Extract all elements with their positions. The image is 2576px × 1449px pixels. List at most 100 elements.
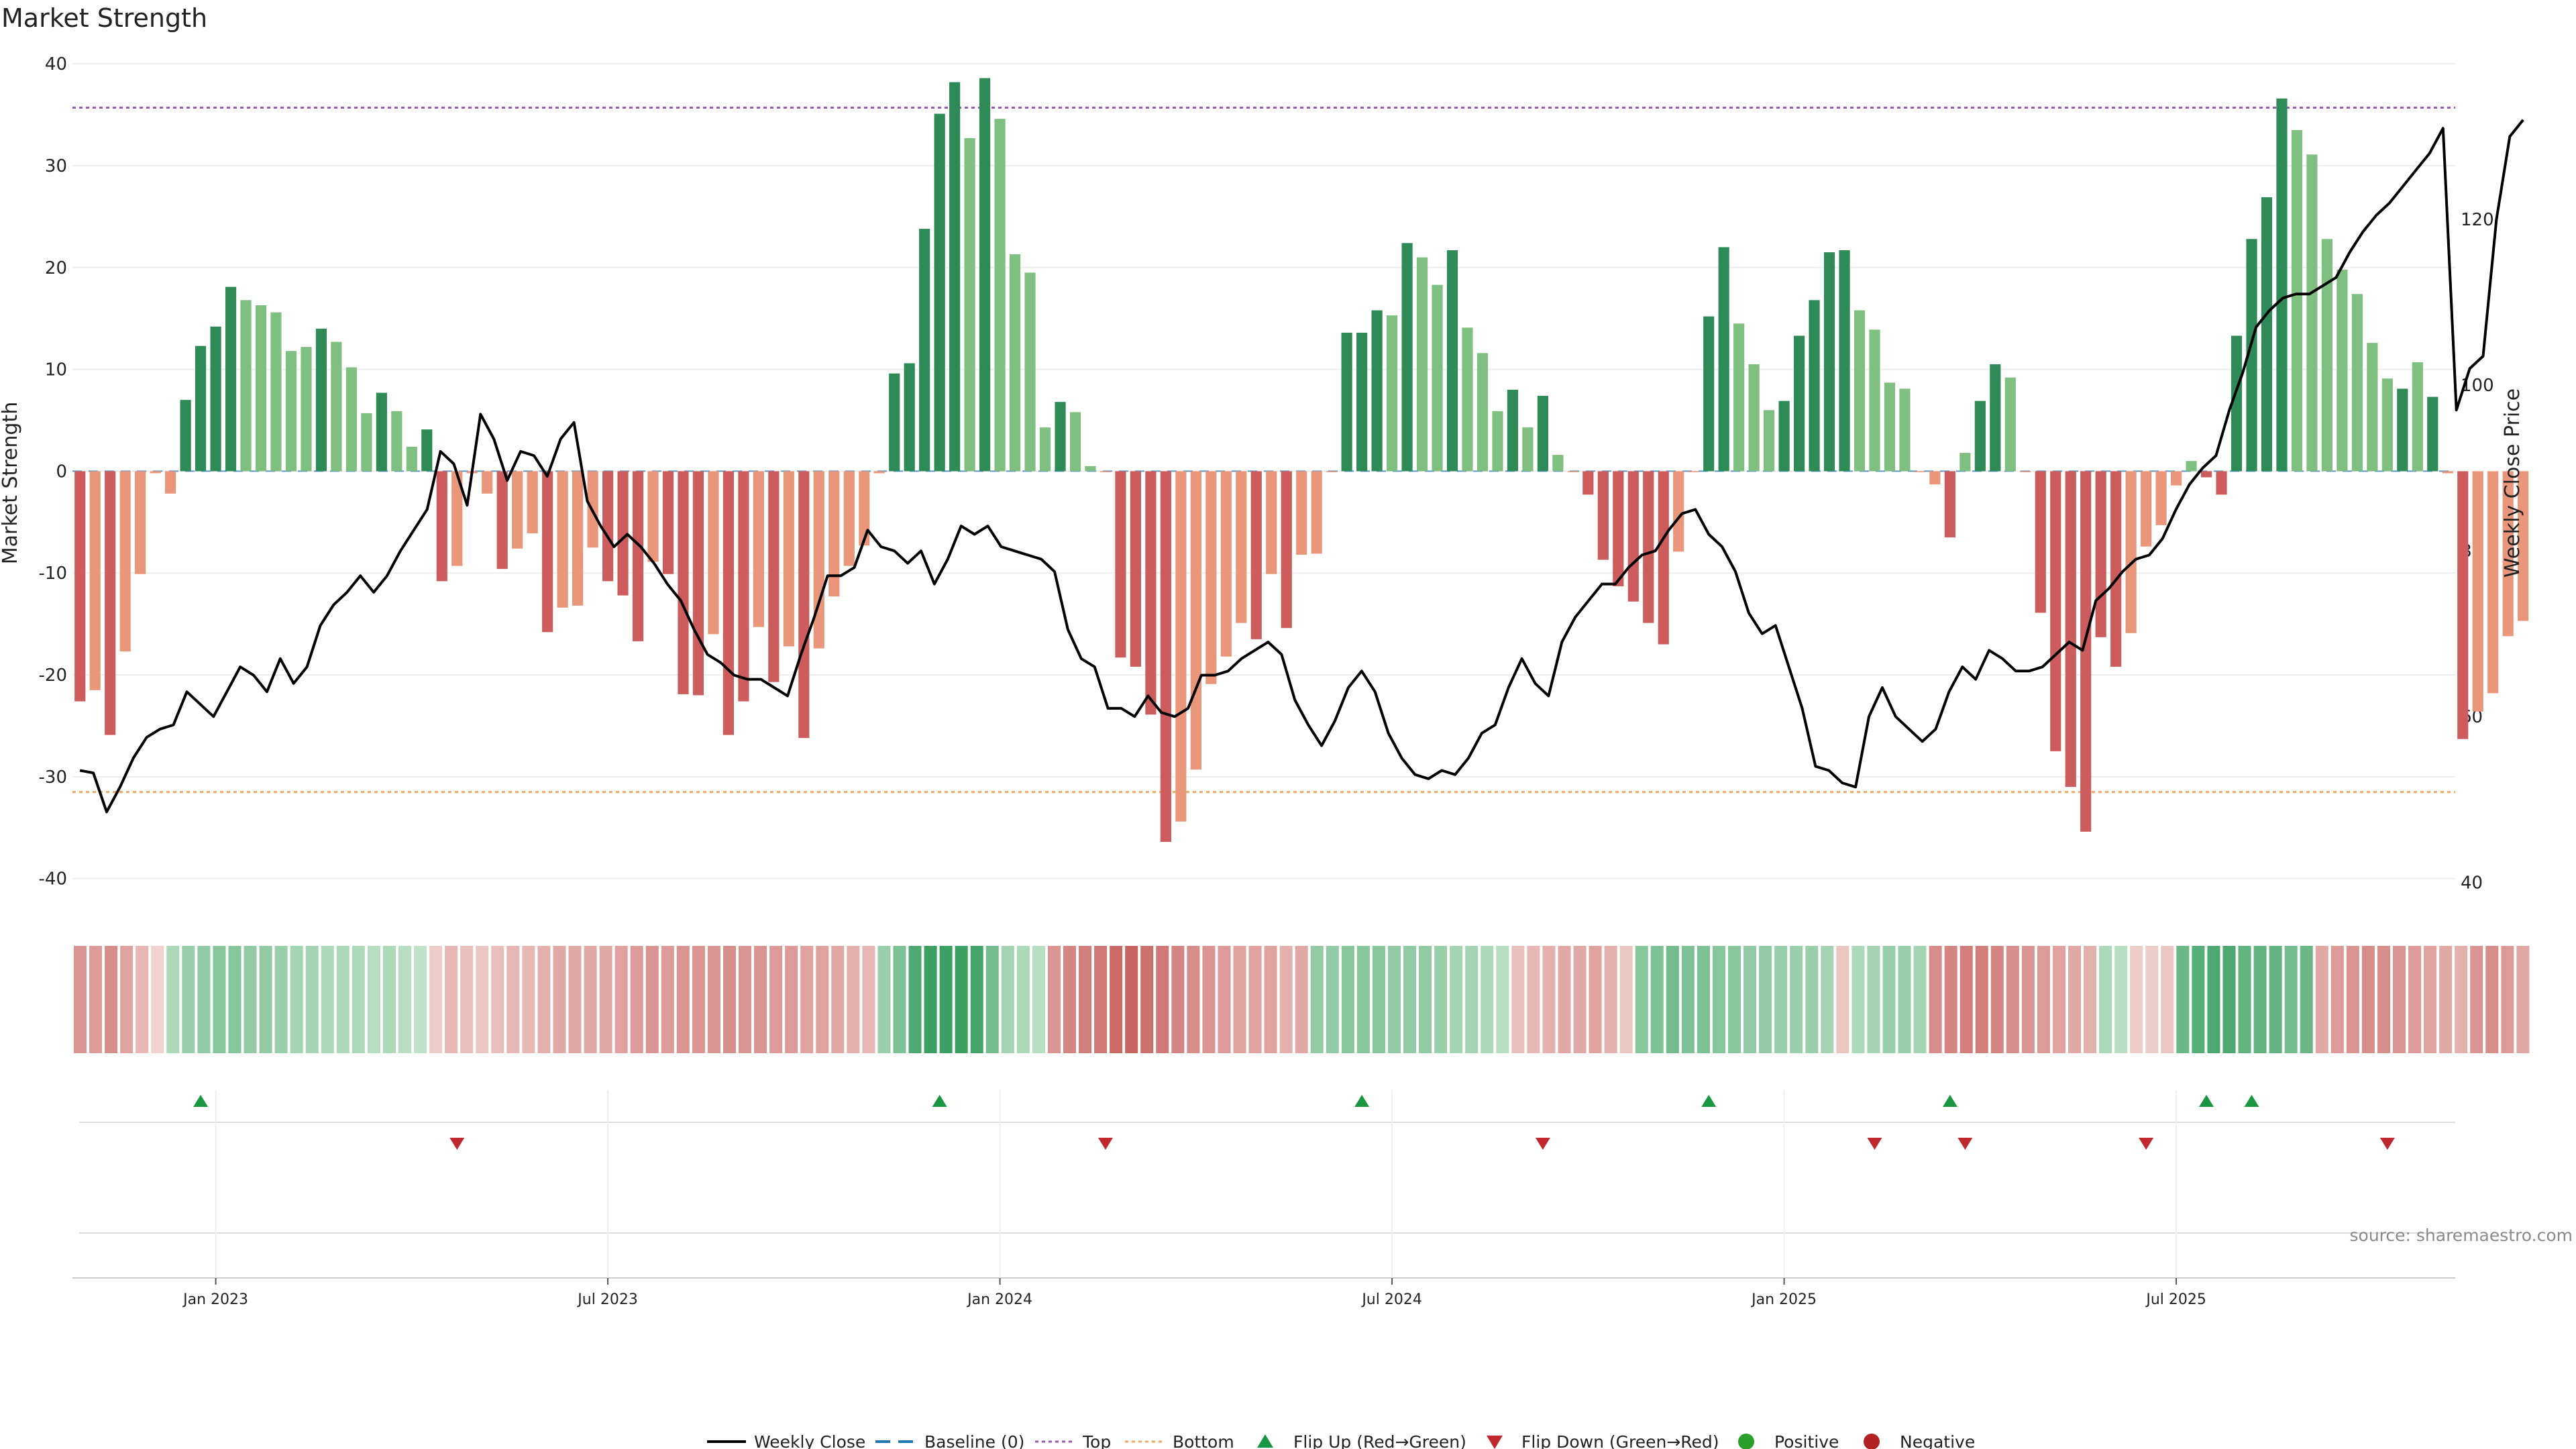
strength-bar bbox=[934, 113, 945, 472]
strength-bar bbox=[904, 363, 915, 472]
strength-bar bbox=[1386, 315, 1398, 472]
strength-bar bbox=[2200, 471, 2212, 478]
heat-cell bbox=[1295, 946, 1308, 1053]
legend: Weekly Close Baseline (0) Top Bottom Fli… bbox=[707, 1432, 1975, 1449]
strength-bar bbox=[919, 229, 930, 472]
strength-bar bbox=[270, 312, 282, 472]
strength-bar bbox=[722, 471, 735, 735]
heat-cell bbox=[847, 946, 860, 1053]
heat-cell bbox=[2315, 946, 2328, 1053]
flip-up-marker bbox=[932, 1095, 947, 1107]
heat-cell bbox=[1743, 946, 1757, 1053]
strength-bar bbox=[195, 345, 207, 472]
strength-bar bbox=[210, 326, 221, 472]
heat-cell bbox=[2161, 946, 2174, 1053]
heat-cell bbox=[1187, 946, 1200, 1053]
strength-bar bbox=[105, 471, 116, 735]
strength-bar bbox=[632, 471, 644, 641]
chart-title: Market Strength bbox=[1, 3, 207, 33]
heat-cell bbox=[2114, 946, 2128, 1053]
heat-cell bbox=[1650, 946, 1664, 1053]
strength-bar bbox=[1175, 471, 1187, 822]
heat-cell bbox=[2470, 946, 2483, 1053]
strength-bar bbox=[1039, 427, 1051, 472]
heat-cell bbox=[1511, 946, 1525, 1053]
strength-bar bbox=[1115, 471, 1126, 658]
strength-bar bbox=[2171, 471, 2182, 486]
y-tick-label: -10 bbox=[39, 564, 67, 584]
heat-cell bbox=[908, 946, 922, 1053]
heat-cell bbox=[2330, 946, 2344, 1053]
heat-cell bbox=[1558, 946, 1571, 1053]
heat-cell bbox=[305, 946, 319, 1053]
strength-bar bbox=[2050, 471, 2061, 751]
heat-cell bbox=[739, 946, 752, 1053]
heat-cell bbox=[1697, 946, 1710, 1053]
strength-bar bbox=[1220, 471, 1232, 657]
strength-bar bbox=[2186, 461, 2197, 472]
strength-bar bbox=[768, 471, 780, 682]
strength-bar bbox=[964, 138, 975, 472]
heat-cell bbox=[166, 946, 180, 1053]
heat-cell bbox=[1867, 946, 1880, 1053]
strength-bar bbox=[662, 471, 674, 574]
heat-cell bbox=[2084, 946, 2097, 1053]
heat-cell bbox=[1079, 946, 1092, 1053]
strength-bar bbox=[2367, 343, 2378, 472]
strength-bar bbox=[738, 471, 749, 702]
heat-cell bbox=[2207, 946, 2220, 1053]
strength-bar bbox=[1401, 243, 1413, 472]
heat-cell bbox=[1094, 946, 1108, 1053]
flip-up-marker bbox=[2244, 1095, 2259, 1107]
strength-bar bbox=[2065, 471, 2076, 788]
heat-cell bbox=[2099, 946, 2112, 1053]
strength-bar bbox=[783, 471, 794, 647]
strength-bar bbox=[1145, 471, 1157, 715]
strength-bar bbox=[1748, 364, 1760, 472]
strength-bar bbox=[482, 471, 493, 494]
strength-bar bbox=[1944, 471, 1955, 538]
legend-bottom: Bottom bbox=[1173, 1432, 1234, 1449]
heat-cell bbox=[2408, 946, 2422, 1053]
strength-bar bbox=[225, 286, 237, 472]
strength-bar bbox=[1869, 329, 1880, 472]
y-tick-label: 20 bbox=[45, 258, 67, 278]
heat-cell bbox=[1110, 946, 1123, 1053]
heat-cell bbox=[2439, 946, 2453, 1053]
heat-cell bbox=[862, 946, 875, 1053]
flip-up-marker bbox=[2199, 1095, 2214, 1107]
strength-bar bbox=[678, 471, 689, 694]
strength-bar bbox=[1311, 471, 1322, 554]
heat-cell bbox=[1527, 946, 1540, 1053]
strength-bar bbox=[813, 471, 824, 649]
heat-cell bbox=[1805, 946, 1819, 1053]
strength-bar bbox=[1205, 471, 1217, 684]
strength-bar bbox=[889, 373, 900, 472]
heat-cell bbox=[476, 946, 489, 1053]
heat-cell bbox=[769, 946, 783, 1053]
heat-cell bbox=[2424, 946, 2437, 1053]
heat-cell bbox=[1542, 946, 1556, 1053]
strength-bar bbox=[2306, 154, 2318, 472]
strength-bar bbox=[1658, 471, 1669, 645]
legend-flip-down: Flip Down (Green→Red) bbox=[1521, 1432, 1719, 1449]
heat-cell bbox=[985, 946, 999, 1053]
strength-bar bbox=[1492, 411, 1503, 472]
heat-cell bbox=[1774, 946, 1788, 1053]
heat-cell bbox=[105, 946, 118, 1053]
y-tick-label: -40 bbox=[39, 869, 67, 890]
heat-cell bbox=[414, 946, 427, 1053]
heat-cell bbox=[2300, 946, 2313, 1053]
strength-bar bbox=[1522, 427, 1534, 472]
heat-cell bbox=[1387, 946, 1401, 1053]
heat-cell bbox=[1419, 946, 1432, 1053]
strength-bar bbox=[2141, 471, 2152, 547]
strength-bar bbox=[2291, 129, 2303, 472]
strength-bar bbox=[2125, 471, 2137, 633]
heat-cell bbox=[1619, 946, 1633, 1053]
heat-cell bbox=[429, 946, 443, 1053]
heat-cell bbox=[599, 946, 612, 1053]
strength-bar bbox=[391, 411, 402, 472]
heat-cell bbox=[1821, 946, 1834, 1053]
strength-bar bbox=[1839, 250, 1850, 472]
